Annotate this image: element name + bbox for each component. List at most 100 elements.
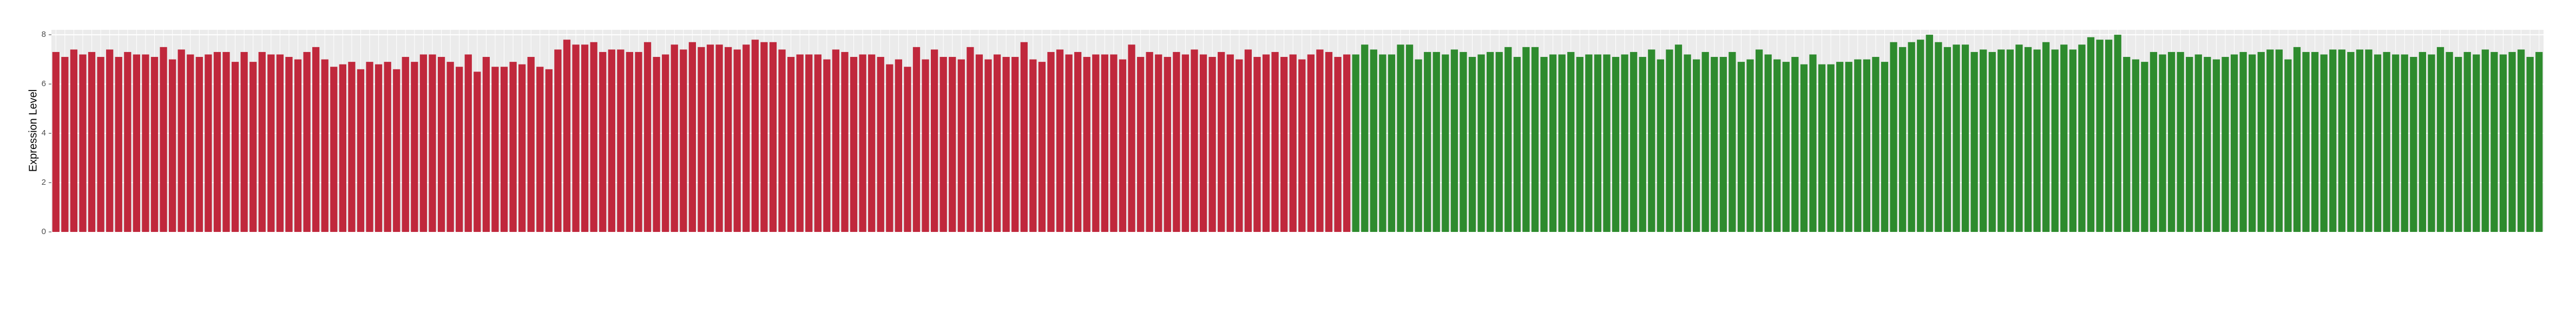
bar — [1477, 54, 1485, 232]
bar — [1029, 59, 1037, 232]
bar — [1253, 57, 1261, 232]
bar — [1361, 44, 1369, 232]
bar — [2535, 51, 2543, 232]
bar — [518, 64, 526, 232]
bar — [464, 54, 472, 232]
bar — [1693, 59, 1700, 232]
bar — [939, 57, 947, 232]
bar — [2123, 57, 2131, 232]
bar — [957, 59, 965, 232]
bar — [1262, 54, 1270, 232]
bar — [1997, 49, 2005, 232]
bar — [61, 57, 69, 232]
bar — [796, 54, 804, 232]
bar — [2455, 57, 2462, 232]
bar — [1639, 57, 1646, 232]
bar — [1199, 54, 1207, 232]
bar — [877, 57, 884, 232]
y-tick-label: 6 — [42, 79, 46, 88]
bar — [572, 44, 580, 232]
bar — [1746, 59, 1754, 232]
bar — [97, 57, 104, 232]
bar — [1827, 64, 1835, 232]
bar — [1146, 51, 1153, 232]
bar — [706, 44, 714, 232]
bar — [2383, 51, 2390, 232]
bar — [2167, 51, 2176, 232]
bar — [419, 54, 428, 232]
bar — [294, 59, 302, 232]
bar — [1961, 44, 1969, 232]
bar — [1585, 54, 1593, 232]
bar — [456, 67, 463, 232]
bar — [1424, 51, 1431, 232]
bar — [2428, 54, 2435, 232]
bar — [912, 47, 921, 232]
bar — [1854, 59, 1862, 232]
bar — [2186, 57, 2193, 232]
bar — [2347, 51, 2355, 232]
bar — [2042, 42, 2050, 232]
bar — [1612, 57, 1620, 232]
bar — [1298, 59, 1306, 232]
bar — [733, 49, 741, 232]
bar — [1244, 49, 1252, 232]
bar — [554, 49, 562, 232]
bar — [1953, 44, 1960, 232]
bar — [2194, 54, 2202, 232]
bar — [178, 49, 185, 232]
bar — [581, 44, 589, 232]
bar — [2159, 54, 2166, 232]
bar — [1011, 57, 1019, 232]
bar — [1370, 49, 1377, 232]
bar — [2239, 51, 2247, 232]
y-tick-label: 0 — [42, 227, 46, 236]
y-axis-label: Expression Level — [27, 89, 39, 172]
bar — [1666, 49, 1673, 232]
bar — [482, 57, 490, 232]
bar — [2490, 51, 2498, 232]
bar — [778, 49, 786, 232]
bar — [2096, 40, 2104, 232]
bar — [1630, 51, 1638, 232]
bar — [2024, 47, 2032, 232]
bar — [1405, 44, 1414, 232]
bar — [886, 64, 893, 232]
bar — [841, 51, 849, 232]
bar — [1468, 57, 1476, 232]
bar — [1980, 49, 1987, 232]
bar — [1621, 54, 1628, 232]
bar — [2114, 35, 2121, 232]
bar — [698, 47, 705, 232]
bar — [330, 67, 338, 232]
bar — [339, 64, 346, 232]
bar — [474, 72, 481, 232]
bar — [2410, 57, 2417, 232]
bar — [1531, 47, 1539, 232]
bar — [312, 47, 320, 232]
bar — [1495, 51, 1503, 232]
bar — [1737, 62, 1745, 232]
bar — [2329, 49, 2337, 232]
bar — [1800, 64, 1808, 232]
bar — [1128, 44, 1135, 232]
bar — [1711, 57, 1718, 232]
bar — [205, 54, 212, 232]
bar — [1657, 59, 1664, 232]
bar — [545, 69, 553, 232]
y-tick-label: 2 — [42, 178, 46, 187]
bar — [1038, 62, 1046, 232]
bar — [1648, 49, 1655, 232]
bar — [1164, 57, 1171, 232]
bar — [1836, 62, 1844, 232]
bar — [1432, 51, 1440, 232]
bar — [52, 51, 60, 232]
bar — [357, 69, 365, 232]
bar — [1271, 51, 1279, 232]
bar — [984, 59, 992, 232]
bar — [2392, 54, 2400, 232]
bar — [2204, 57, 2211, 232]
bar — [643, 42, 652, 232]
bar — [267, 54, 275, 232]
bar — [2463, 51, 2471, 232]
